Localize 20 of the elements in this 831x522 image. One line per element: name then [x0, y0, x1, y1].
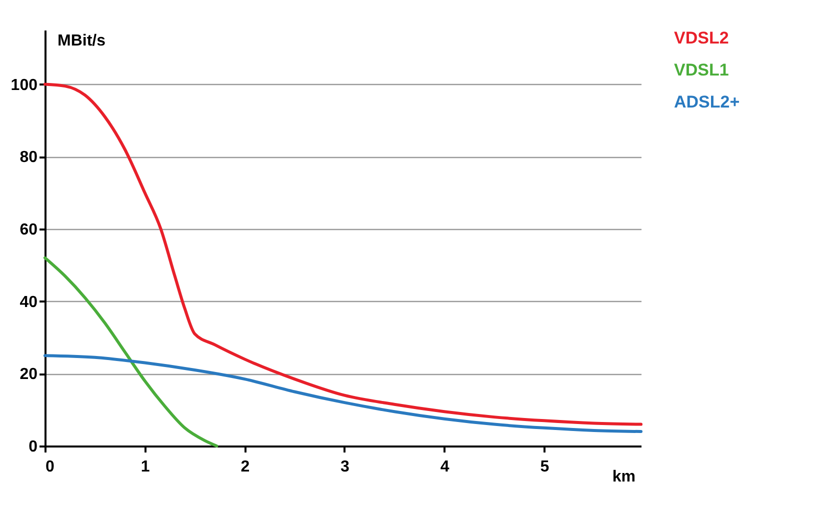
y-tick-label: 20: [20, 366, 38, 384]
x-tick-label: 5: [540, 458, 550, 476]
line-series: [44, 354, 642, 434]
y-tick-label: 60: [20, 221, 38, 238]
line-series: [44, 82, 642, 426]
y-tick-label: 100: [10, 76, 38, 94]
text: VDSL2: [674, 28, 729, 48]
line-series: [44, 256, 218, 448]
y-tick-label: 40: [20, 294, 38, 311]
x-tick-label: 2: [240, 458, 250, 476]
x-tick-label: 4: [440, 458, 450, 476]
x-axis-title: km: [612, 468, 636, 486]
y-tick-label: 80: [20, 149, 38, 166]
text: VDSL1: [674, 60, 729, 80]
x-tick-label: 0: [46, 458, 54, 476]
text: ADSL2+: [674, 92, 740, 112]
y-axis-title: MBit/s: [58, 32, 106, 50]
y-tick-label: 0: [28, 438, 38, 456]
x-tick-label: 3: [340, 458, 350, 476]
x-tick-label: 1: [140, 458, 150, 476]
